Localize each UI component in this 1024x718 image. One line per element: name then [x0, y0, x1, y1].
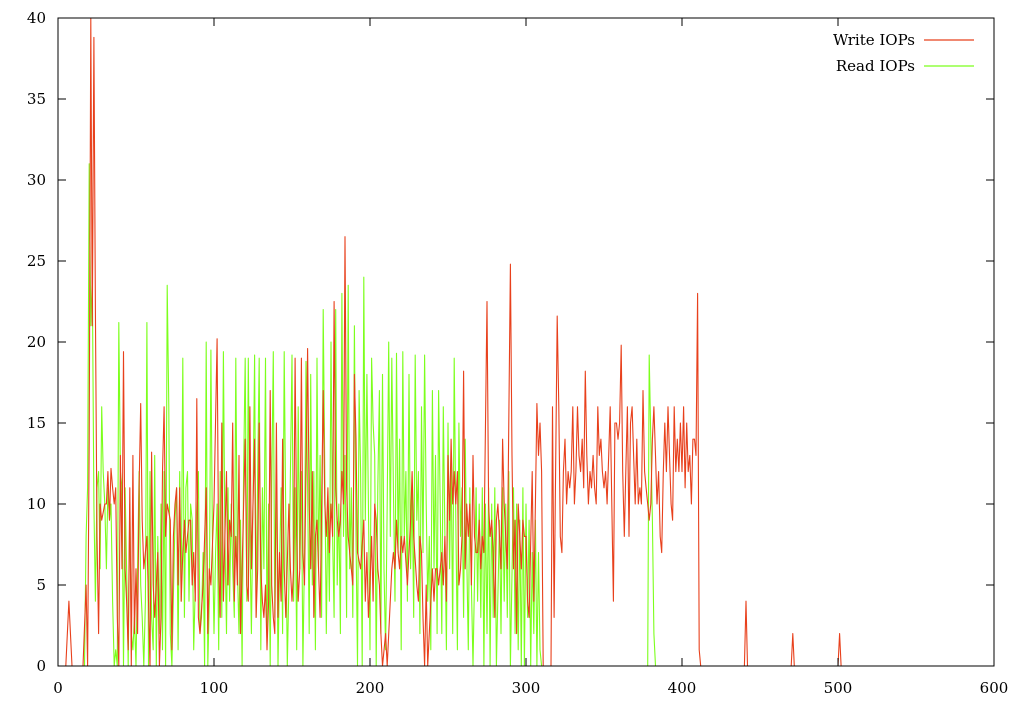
axis-ticks: 0 100 200 300 400 500 600 0 5 10 15 20 25 30 35 40	[27, 9, 1008, 697]
legend: Write IOPs Read IOPs	[833, 31, 974, 75]
legend-label: Write IOPs	[833, 31, 915, 49]
y-tick-label: 20	[27, 333, 46, 351]
y-tick-label: 30	[27, 171, 46, 189]
y-tick-label: 15	[27, 414, 46, 432]
legend-label: Read IOPs	[836, 57, 915, 75]
y-tick-label: 35	[27, 90, 46, 108]
series-line-write-iops	[58, 18, 994, 666]
y-tick-label: 25	[27, 252, 46, 270]
y-tick-label: 10	[27, 495, 46, 513]
x-tick-label: 500	[824, 679, 853, 697]
x-tick-label: 400	[668, 679, 697, 697]
y-tick-label: 5	[36, 576, 46, 594]
y-tick-label: 0	[36, 657, 46, 675]
x-tick-label: 0	[53, 679, 63, 697]
y-tick-label: 40	[27, 9, 46, 27]
x-tick-label: 300	[512, 679, 541, 697]
x-tick-label: 600	[980, 679, 1009, 697]
series-layer	[58, 18, 994, 666]
x-tick-label: 200	[356, 679, 385, 697]
x-tick-label: 100	[200, 679, 229, 697]
